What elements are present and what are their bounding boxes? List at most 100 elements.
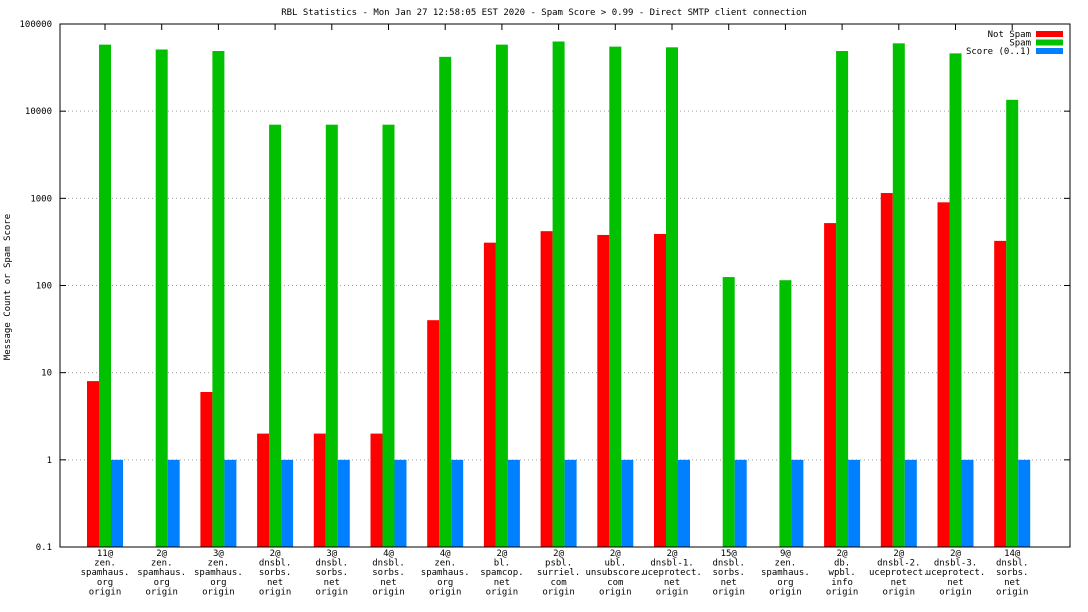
bar-not-spam-0 bbox=[87, 381, 99, 547]
bar-spam-14 bbox=[892, 43, 905, 547]
bar-score-0-1--10 bbox=[678, 459, 690, 547]
x-tick-label: net bbox=[267, 578, 283, 588]
x-tick-label: origin bbox=[769, 587, 802, 597]
x-tick-label: 3@ bbox=[326, 549, 337, 559]
x-tick-label: 3@ bbox=[213, 549, 224, 559]
x-tick-label: 11@ bbox=[97, 549, 114, 559]
x-tick-label: spamhaus. bbox=[194, 568, 243, 578]
x-tick-label: ubl. bbox=[604, 559, 626, 569]
x-tick-label: org bbox=[97, 578, 113, 588]
x-tick-label: spamcop. bbox=[480, 568, 523, 578]
x-tick-label: org bbox=[437, 578, 453, 588]
x-tick-label: net bbox=[380, 578, 396, 588]
x-tick-label: 14@ bbox=[1004, 549, 1021, 559]
bar-spam-9 bbox=[609, 46, 622, 548]
x-tick-label: origin bbox=[145, 587, 178, 597]
x-tick-label: 2@ bbox=[270, 549, 281, 559]
bar-not-spam-16 bbox=[994, 240, 1007, 547]
bar-score-0-1--2 bbox=[224, 459, 237, 547]
bar-not-spam-2 bbox=[200, 392, 213, 547]
x-tick-label: sorbs. bbox=[259, 568, 292, 578]
y-tick-label: 10 bbox=[41, 369, 52, 379]
bar-not-spam-6 bbox=[427, 320, 440, 547]
x-tick-label: 2@ bbox=[837, 549, 848, 559]
bar-not-spam-15 bbox=[937, 202, 950, 548]
bar-spam-6 bbox=[439, 56, 452, 548]
x-tick-label: origin bbox=[883, 587, 916, 597]
bar-not-spam-9 bbox=[597, 234, 610, 547]
bar-score-0-1--12 bbox=[791, 459, 804, 547]
bar-score-0-1--5 bbox=[394, 459, 407, 547]
bar-score-0-1--3 bbox=[281, 459, 294, 547]
x-tick-label: dnsbl. bbox=[712, 559, 745, 569]
bar-spam-13 bbox=[836, 51, 849, 547]
x-tick-label: bl. bbox=[494, 559, 510, 569]
y-tick-label: 1000 bbox=[30, 194, 52, 204]
x-tick-label: dnsbl. bbox=[259, 559, 292, 569]
x-tick-label: surriel. bbox=[537, 568, 580, 578]
x-tick-label: org bbox=[154, 578, 170, 588]
bar-not-spam-14 bbox=[880, 193, 893, 547]
x-tick-label: com bbox=[550, 578, 566, 588]
plot-frame bbox=[59, 23, 1071, 548]
x-tick-label: origin bbox=[712, 587, 745, 597]
bar-spam-0 bbox=[99, 44, 111, 548]
x-tick-label: wpbl. bbox=[829, 568, 856, 578]
x-tick-label: 2@ bbox=[156, 549, 167, 559]
x-tick-label: 9@ bbox=[780, 549, 791, 559]
bar-score-0-1--15 bbox=[961, 459, 974, 547]
x-tick-label: zen. bbox=[94, 559, 116, 569]
bar-score-0-1--9 bbox=[621, 459, 634, 547]
bar-score-0-1--11 bbox=[734, 459, 747, 547]
x-tick-label: net bbox=[947, 578, 963, 588]
x-tick-label: 2@ bbox=[610, 549, 621, 559]
bar-spam-1 bbox=[155, 49, 168, 547]
legend-label: Not Spam bbox=[988, 30, 1031, 40]
x-tick-label: dnsbl-2. bbox=[877, 559, 920, 569]
x-tick-label: net bbox=[721, 578, 737, 588]
x-tick-label: unsubscore. bbox=[585, 568, 645, 578]
bar-score-0-1--7 bbox=[507, 459, 520, 547]
y-axis-label: Message Count or Spam Score bbox=[3, 214, 13, 360]
bar-spam-11 bbox=[722, 277, 735, 547]
bar-not-spam-7 bbox=[483, 242, 496, 548]
bar-spam-10 bbox=[666, 47, 678, 547]
x-tick-label: 2@ bbox=[950, 549, 961, 559]
bar-score-0-1--8 bbox=[564, 459, 577, 547]
x-tick-label: uceprotect. bbox=[926, 568, 986, 578]
x-tick-label: info bbox=[831, 578, 853, 588]
x-tick-label: dnsbl. bbox=[996, 559, 1029, 569]
y-tick-label: 0.1 bbox=[36, 543, 52, 553]
x-tick-label: 2@ bbox=[893, 549, 904, 559]
x-tick-label: spamhaus. bbox=[761, 568, 810, 578]
legend-swatch bbox=[1036, 39, 1063, 46]
y-tick-label: 1 bbox=[47, 456, 52, 466]
bar-spam-4 bbox=[325, 124, 338, 548]
x-tick-label: dnsbl. bbox=[372, 559, 405, 569]
bar-spam-7 bbox=[495, 44, 508, 548]
x-tick-label: org bbox=[777, 578, 793, 588]
x-tick-label: spamhaus. bbox=[421, 568, 470, 578]
x-tick-label: origin bbox=[599, 587, 632, 597]
x-tick-label: origin bbox=[202, 587, 235, 597]
x-tick-label: psbl. bbox=[545, 559, 572, 569]
x-tick-label: origin bbox=[429, 587, 462, 597]
bars bbox=[87, 41, 1031, 548]
bar-score-0-1--16 bbox=[1018, 459, 1031, 547]
x-tick-label: origin bbox=[89, 587, 122, 597]
bar-not-spam-4 bbox=[313, 433, 326, 547]
bar-spam-8 bbox=[552, 41, 565, 547]
chart-title: RBL Statistics - Mon Jan 27 12:58:05 EST… bbox=[281, 8, 807, 18]
bar-spam-5 bbox=[382, 124, 395, 548]
x-tick-label: origin bbox=[996, 587, 1029, 597]
x-tick-label: zen. bbox=[208, 559, 230, 569]
legend-label: Score (0..1) bbox=[966, 47, 1031, 57]
x-tick-label: 4@ bbox=[383, 549, 394, 559]
x-tick-label: 2@ bbox=[496, 549, 507, 559]
x-tick-label: dnsbl-3. bbox=[934, 559, 977, 569]
x-tick-label: origin bbox=[259, 587, 292, 597]
bar-score-0-1--14 bbox=[904, 459, 917, 547]
bar-spam-3 bbox=[269, 124, 282, 548]
